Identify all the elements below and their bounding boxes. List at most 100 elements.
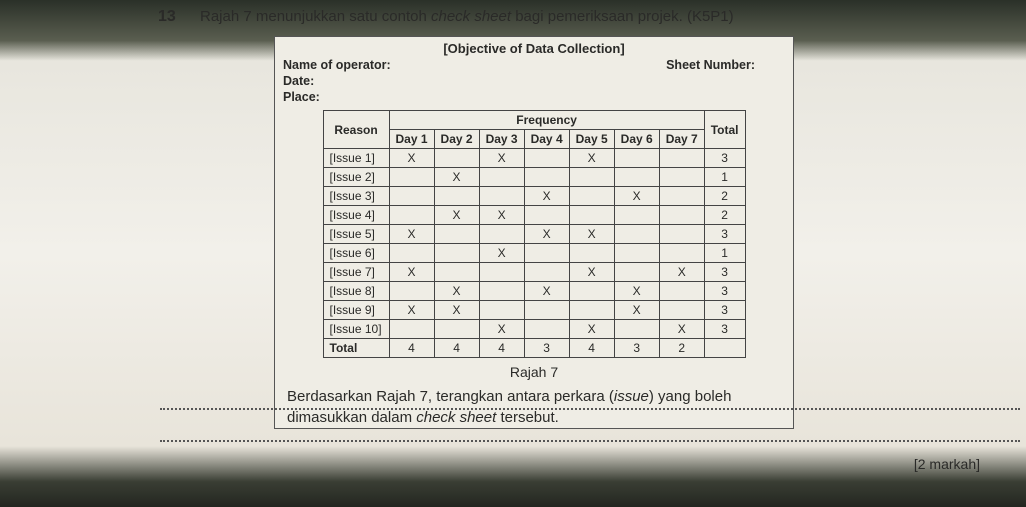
- freq-cell: X: [614, 282, 659, 301]
- freq-cell: [659, 168, 704, 187]
- table-row: [Issue 7]XXX3: [323, 263, 745, 282]
- freq-cell: [569, 301, 614, 320]
- freq-cell: [389, 282, 434, 301]
- reason-cell: [Issue 3]: [323, 187, 389, 206]
- freq-cell: X: [389, 301, 434, 320]
- freq-cell: [434, 263, 479, 282]
- reason-cell: [Issue 9]: [323, 301, 389, 320]
- row-total: 3: [704, 225, 745, 244]
- freq-cell: [614, 168, 659, 187]
- meta-name-label: Name of operator:: [283, 58, 391, 72]
- freq-cell: [479, 225, 524, 244]
- reason-cell: [Issue 4]: [323, 206, 389, 225]
- freq-cell: [389, 187, 434, 206]
- freq-cell: [524, 320, 569, 339]
- freq-cell: [479, 187, 524, 206]
- freq-cell: X: [614, 301, 659, 320]
- day-header: Day 4: [524, 130, 569, 149]
- answer-line-2: [160, 424, 1020, 442]
- freq-cell: [479, 263, 524, 282]
- freq-cell: X: [479, 149, 524, 168]
- freq-cell: [524, 168, 569, 187]
- reason-cell: [Issue 10]: [323, 320, 389, 339]
- freq-cell: X: [479, 320, 524, 339]
- row-total: 3: [704, 282, 745, 301]
- freq-cell: [524, 301, 569, 320]
- freq-cell: [479, 301, 524, 320]
- day-header: Day 6: [614, 130, 659, 149]
- freq-cell: X: [389, 263, 434, 282]
- freq-cell: [569, 244, 614, 263]
- question-text: Rajah 7 menunjukkan satu contoh check sh…: [200, 8, 734, 25]
- row-total: 1: [704, 244, 745, 263]
- freq-cell: X: [434, 301, 479, 320]
- figure-caption: Rajah 7: [283, 364, 785, 380]
- reason-cell: [Issue 7]: [323, 263, 389, 282]
- totals-label: Total: [323, 339, 389, 358]
- qtext-prefix: Rajah 7 menunjukkan satu contoh: [200, 8, 431, 25]
- totals-cell: 4: [479, 339, 524, 358]
- question-number: 13: [158, 8, 176, 26]
- freq-cell: [569, 282, 614, 301]
- freq-cell: X: [659, 320, 704, 339]
- day-header: Day 7: [659, 130, 704, 149]
- row-total: 3: [704, 320, 745, 339]
- freq-cell: [569, 206, 614, 225]
- objective-title: [Objective of Data Collection]: [283, 41, 785, 56]
- qtext-mid: bagi pemeriksaan projek. (K5P1): [511, 8, 734, 25]
- total-header: Total: [704, 111, 745, 149]
- row-total: 2: [704, 206, 745, 225]
- freq-cell: X: [479, 206, 524, 225]
- freq-cell: [614, 149, 659, 168]
- table-row: [Issue 2]X1: [323, 168, 745, 187]
- freq-cell: X: [524, 282, 569, 301]
- day-header: Day 5: [569, 130, 614, 149]
- freq-cell: [524, 149, 569, 168]
- freq-cell: X: [659, 263, 704, 282]
- answer-lines: [2 markah]: [160, 392, 1020, 456]
- reason-cell: [Issue 8]: [323, 282, 389, 301]
- freq-cell: [524, 263, 569, 282]
- meta-sheet-label: Sheet Number:: [666, 58, 755, 72]
- freq-cell: X: [479, 244, 524, 263]
- table-row: [Issue 8] X X X 3: [323, 282, 745, 301]
- totals-cell: 3: [524, 339, 569, 358]
- totals-cell: 4: [389, 339, 434, 358]
- table-row: [Issue 4]XX2: [323, 206, 745, 225]
- freq-cell: [389, 244, 434, 263]
- row-total: 1: [704, 168, 745, 187]
- answer-line-1: [160, 392, 1020, 410]
- row-total: 3: [704, 149, 745, 168]
- freq-cell: [569, 168, 614, 187]
- totals-cell: [704, 339, 745, 358]
- freq-cell: [479, 282, 524, 301]
- freq-cell: [389, 206, 434, 225]
- totals-row: Total4443432: [323, 339, 745, 358]
- freq-cell: [389, 320, 434, 339]
- freq-cell: X: [614, 187, 659, 206]
- row-total: 3: [704, 263, 745, 282]
- table-row: [Issue 5]XXX3: [323, 225, 745, 244]
- checksheet-table: Reason Frequency Total Day 1Day 2Day 3Da…: [323, 110, 746, 358]
- freq-cell: [659, 187, 704, 206]
- table-row: [Issue 6] X 1: [323, 244, 745, 263]
- freq-cell: [659, 206, 704, 225]
- freq-cell: X: [389, 225, 434, 244]
- freq-cell: [569, 187, 614, 206]
- freq-cell: [434, 244, 479, 263]
- row-total: 3: [704, 301, 745, 320]
- reason-cell: [Issue 2]: [323, 168, 389, 187]
- frequency-header: Frequency: [389, 111, 704, 130]
- checksheet-frame: [Objective of Data Collection] Name of o…: [274, 36, 794, 429]
- table-row: [Issue 1]XXX3: [323, 149, 745, 168]
- reason-cell: [Issue 6]: [323, 244, 389, 263]
- freq-cell: X: [569, 225, 614, 244]
- day-header: Day 1: [389, 130, 434, 149]
- qtext-italic: check sheet: [431, 8, 511, 25]
- freq-cell: X: [434, 282, 479, 301]
- freq-cell: X: [524, 225, 569, 244]
- reason-cell: [Issue 5]: [323, 225, 389, 244]
- freq-cell: X: [569, 263, 614, 282]
- freq-cell: [434, 187, 479, 206]
- freq-cell: [524, 244, 569, 263]
